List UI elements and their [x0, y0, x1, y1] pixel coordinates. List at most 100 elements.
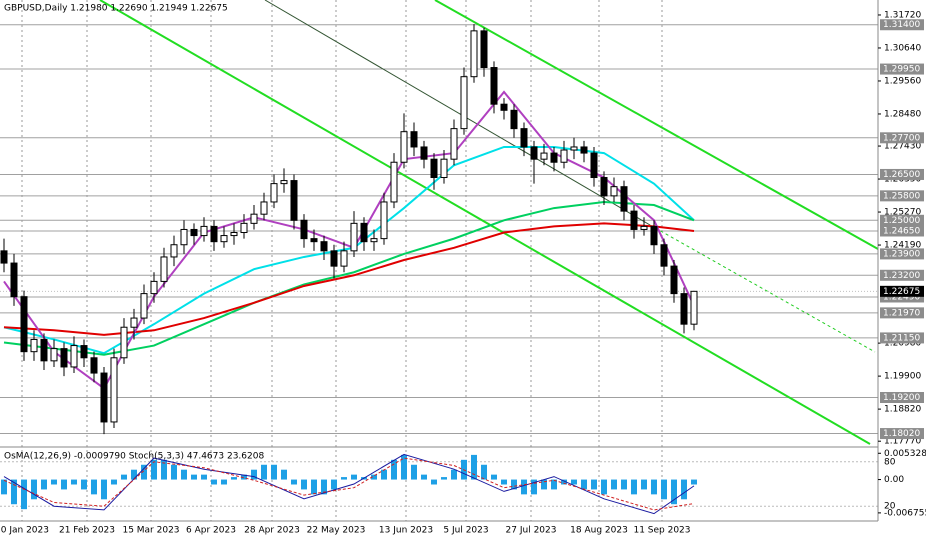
level-label: 1.31400 [883, 20, 920, 30]
candle-body [20, 296, 28, 353]
osma-bar [581, 479, 587, 490]
level-box [880, 132, 924, 144]
osma-bar [561, 479, 567, 485]
osma-bar [691, 479, 697, 485]
candle-body [60, 348, 68, 368]
osma-bar [261, 464, 267, 480]
osma-bar [21, 479, 27, 510]
candle-body [690, 290, 698, 325]
y-tick-label: 1.31720 [884, 10, 921, 20]
candle-body [180, 228, 188, 246]
level-label: 1.21150 [883, 333, 920, 343]
osma-bar [371, 474, 377, 480]
y-tick-label: 1.20980 [884, 339, 921, 349]
osma-bar [431, 479, 437, 485]
x-tick-label: 6 Apr 2023 [186, 526, 236, 536]
candle-body [400, 131, 408, 163]
osma-bar [611, 479, 617, 490]
osma-bar [481, 464, 487, 480]
candle-body [40, 338, 48, 362]
y-tick-label: 1.25270 [884, 208, 921, 218]
osma-bar [381, 469, 387, 480]
osma-bar [31, 479, 37, 500]
osma-bar [41, 479, 47, 490]
candle-body [510, 109, 518, 130]
candle-body [580, 146, 588, 154]
trend-line [99, 0, 871, 445]
x-tick-label: 13 Jun 2023 [379, 526, 433, 536]
candle-body [650, 225, 658, 246]
candle-body [520, 128, 528, 148]
x-tick-label: 18 Aug 2023 [570, 526, 628, 536]
osma-bar [511, 479, 517, 490]
candle-body [330, 250, 338, 267]
osma-bar [251, 469, 257, 480]
osma-bar [471, 454, 477, 480]
candle-body [320, 241, 328, 252]
candle-body [430, 158, 438, 179]
osma-bar [491, 474, 497, 480]
candle-body [680, 293, 688, 325]
osma-bar [291, 479, 297, 485]
osma-bar [501, 479, 507, 485]
candle-body [260, 201, 268, 215]
osma-bar [231, 477, 237, 480]
level-box [880, 214, 924, 226]
candle-body [70, 345, 78, 368]
candle-body [280, 180, 288, 185]
osma-bar [181, 469, 187, 480]
level-box [880, 332, 924, 344]
candle-body [410, 131, 418, 148]
osma-bar [221, 479, 227, 485]
level-box [880, 225, 924, 237]
osma-bar [171, 464, 177, 480]
osma-bar [311, 479, 317, 495]
level-box [880, 307, 924, 319]
osma-bar [151, 459, 157, 480]
level-box [880, 19, 924, 31]
candle-body [110, 357, 118, 423]
candle-body [390, 161, 398, 203]
level-box [880, 428, 924, 440]
candle-body [670, 265, 678, 295]
osma-bar [1, 479, 7, 495]
osma-bar [421, 474, 427, 480]
candle-body [530, 146, 538, 160]
level-label: 1.18020 [883, 429, 920, 439]
level-label: 1.26500 [883, 170, 920, 180]
last-price-box [880, 285, 924, 297]
candle-body [50, 348, 58, 362]
trend-line [264, 0, 651, 226]
chart-title: GBPUSD,Daily 1.21980 1.22690 1.21949 1.2… [4, 4, 228, 14]
candle-body [100, 372, 108, 423]
osma-bar [81, 479, 87, 490]
candle-body [500, 103, 508, 111]
osma-bar [451, 469, 457, 480]
candle-body [120, 326, 128, 359]
candle-body [560, 149, 568, 163]
level-label: 1.29950 [883, 65, 920, 75]
osma-bar [631, 479, 637, 495]
osma-bar [351, 474, 357, 480]
candle-body [570, 146, 578, 151]
candle-body [310, 238, 318, 243]
candle-body [160, 256, 168, 282]
osma-bar [211, 479, 217, 485]
x-tick-label: 28 Apr 2023 [244, 526, 300, 536]
candle-body [370, 238, 378, 243]
candle-body [480, 30, 488, 69]
candle-body [490, 67, 498, 105]
candle-body [440, 158, 448, 179]
y-tick-label: 1.24190 [884, 241, 921, 251]
osma-bar [191, 474, 197, 480]
osma-bar [551, 479, 557, 490]
x-tick-label: 30 Jan 2023 [0, 526, 49, 536]
stoch-line [3, 457, 695, 511]
candle-body [460, 76, 468, 130]
osma-bar [661, 479, 667, 500]
trend-line [434, 0, 879, 250]
candle-body [140, 293, 148, 319]
level-label: 1.25800 [883, 191, 920, 201]
y-tick-label: 1.19900 [884, 372, 921, 382]
